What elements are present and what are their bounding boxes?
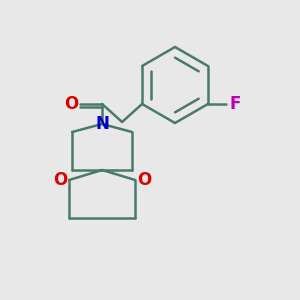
Text: O: O [64,95,78,113]
Text: F: F [229,95,241,113]
Text: O: O [137,171,151,189]
Text: O: O [53,171,67,189]
Text: N: N [95,115,109,133]
